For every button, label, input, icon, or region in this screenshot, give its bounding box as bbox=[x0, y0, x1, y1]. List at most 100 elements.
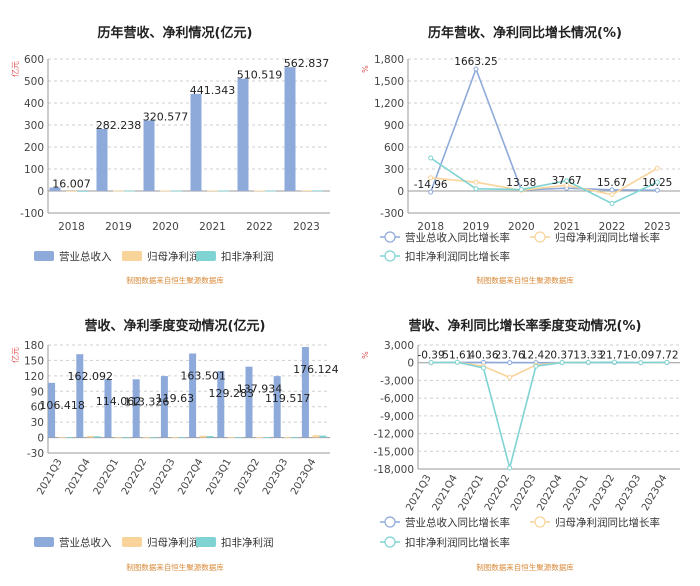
bar-deducted bbox=[77, 190, 88, 192]
line-point bbox=[507, 374, 513, 380]
legend-label: 营业总收入 bbox=[59, 536, 112, 549]
bar-deducted bbox=[265, 190, 276, 192]
x-tick-label: 2023Q2 bbox=[588, 473, 617, 513]
bar-deducted bbox=[65, 437, 73, 439]
y-tick-label: 3,000 bbox=[384, 340, 414, 352]
line-point bbox=[664, 359, 670, 365]
chart-title: 营收、净利季度变动情况(亿元) bbox=[85, 318, 266, 334]
bar-deducted bbox=[291, 437, 299, 439]
source-note: 制图数据来自恒生聚源数据库 bbox=[126, 562, 224, 572]
bar-netprofit bbox=[143, 437, 151, 439]
data-label: 12.42 bbox=[521, 350, 551, 362]
bar-revenue bbox=[245, 366, 253, 438]
x-tick-label: 2022 bbox=[599, 221, 626, 233]
legend-label: 归母净利润同比增长率 bbox=[555, 516, 660, 529]
annual-revenue-panel: 历年营收、净利情况(亿元) 亿元 -100 0 100 200 300 400 500 600 20… bbox=[0, 0, 350, 293]
legend-swatch bbox=[122, 251, 142, 261]
x-tick-label: 2023 bbox=[293, 221, 320, 233]
x-tick-label: 2023 bbox=[644, 221, 671, 233]
line-point bbox=[638, 360, 644, 366]
y-tick-label: 900 bbox=[384, 120, 404, 132]
bar-netprofit bbox=[66, 190, 77, 192]
legend-label: 扣非净利润 bbox=[221, 536, 274, 549]
line-point bbox=[609, 187, 615, 193]
y-tick-label: -15,000 bbox=[373, 446, 414, 458]
y-tick-label: -100 bbox=[20, 208, 44, 220]
line-point bbox=[518, 187, 524, 193]
data-label: 106.418 bbox=[39, 399, 85, 412]
bar-netprofit bbox=[207, 190, 218, 192]
x-tick-label: 2018 bbox=[417, 221, 444, 233]
bar-revenue bbox=[237, 78, 249, 191]
data-label: 113.326 bbox=[124, 395, 170, 408]
chart-title: 营收、净利同比增长率季度变动情况(%) bbox=[409, 318, 642, 334]
y-tick-label: 100 bbox=[24, 164, 44, 176]
bar-revenue bbox=[96, 128, 108, 191]
annual-growth-chart: 历年营收、净利同比增长情况(%)% -300 0 300 600 900 1,200 1,50… bbox=[361, 25, 680, 285]
legend-swatch bbox=[196, 251, 216, 261]
bar-netprofit bbox=[115, 437, 122, 439]
bar-revenue bbox=[217, 371, 225, 438]
x-tick-label: 2022Q1 bbox=[457, 473, 486, 513]
legend-label: 扣非净利润同比增长率 bbox=[405, 536, 510, 549]
bar-revenue bbox=[76, 354, 84, 438]
bar-deducted bbox=[178, 437, 186, 439]
y-tick-label: -18,000 bbox=[373, 464, 414, 476]
line-point bbox=[473, 179, 479, 185]
line-deducted-growth bbox=[431, 361, 667, 471]
data-label: 13.58 bbox=[506, 177, 536, 189]
data-label: 7.72 bbox=[655, 350, 678, 362]
y-tick-label: -300 bbox=[380, 208, 404, 220]
x-tick-label: 2022Q2 bbox=[120, 457, 149, 497]
quarterly-revenue-panel: 营收、净利季度变动情况(亿元) 亿元 -30 0 30 60 90 120 150 180 2021… bbox=[0, 293, 350, 586]
quarterly-growth-chart: 营收、净利同比增长率季度变动情况(%)% -18,000 -15,000 -12,00… bbox=[361, 318, 680, 572]
legend-swatch bbox=[122, 537, 142, 547]
y-tick-label: 180 bbox=[24, 340, 44, 352]
line-point bbox=[507, 465, 513, 471]
y-tick-label: -12,000 bbox=[373, 429, 414, 441]
legend-label: 营业总收入同比增长率 bbox=[405, 516, 510, 529]
bar-deducted bbox=[171, 190, 182, 192]
legend-swatch bbox=[384, 250, 396, 262]
line-point bbox=[654, 187, 660, 193]
bar-revenue bbox=[189, 353, 197, 438]
x-tick-label: 2021 bbox=[553, 221, 580, 233]
bar-netprofit bbox=[284, 437, 292, 439]
bar-deducted bbox=[122, 437, 129, 439]
y-tick-label: -30 bbox=[27, 448, 44, 460]
line-point bbox=[507, 360, 513, 366]
bar-netprofit bbox=[312, 435, 320, 438]
bar-deducted bbox=[93, 436, 101, 438]
x-tick-label: 2021 bbox=[199, 221, 226, 233]
x-tick-label: 2023Q1 bbox=[562, 473, 591, 513]
bar-revenue bbox=[160, 376, 168, 438]
data-label: 162.092 bbox=[68, 370, 114, 383]
y-tick-label: 300 bbox=[384, 164, 404, 176]
bar-revenue bbox=[132, 379, 140, 438]
data-label: -0.09 bbox=[627, 350, 654, 362]
y-tick-label: 0 bbox=[397, 186, 404, 198]
legend-label: 归母净利润同比增长率 bbox=[555, 231, 660, 244]
bar-netprofit bbox=[58, 437, 66, 438]
chart-title: 历年营收、净利情况(亿元) bbox=[98, 25, 253, 41]
data-label: 163.501 bbox=[180, 369, 226, 382]
legend-label: 营业总收入同比增长率 bbox=[405, 231, 510, 244]
line-deducted-growth bbox=[430, 157, 658, 205]
legend-label: 营业总收入 bbox=[59, 250, 112, 263]
y-tick-label: 30 bbox=[31, 417, 44, 429]
bar-deducted bbox=[234, 437, 242, 439]
data-label: 119.63 bbox=[156, 392, 195, 405]
bar-revenue bbox=[301, 346, 309, 438]
line-point bbox=[533, 363, 539, 369]
data-label: 37.67 bbox=[552, 175, 582, 187]
data-label: 40.36 bbox=[468, 349, 498, 361]
y-tick-label: 90 bbox=[31, 386, 44, 398]
data-label: 562.837 bbox=[284, 57, 330, 70]
line-point bbox=[654, 165, 660, 171]
data-label: 176.124 bbox=[293, 363, 339, 376]
line-netprofit-growth bbox=[430, 167, 658, 196]
y-tick-label: 500 bbox=[24, 76, 44, 88]
y-tick-label: 1,500 bbox=[374, 76, 404, 88]
y-tick-label: 1,800 bbox=[374, 54, 404, 66]
data-label: 510.519 bbox=[237, 69, 283, 82]
